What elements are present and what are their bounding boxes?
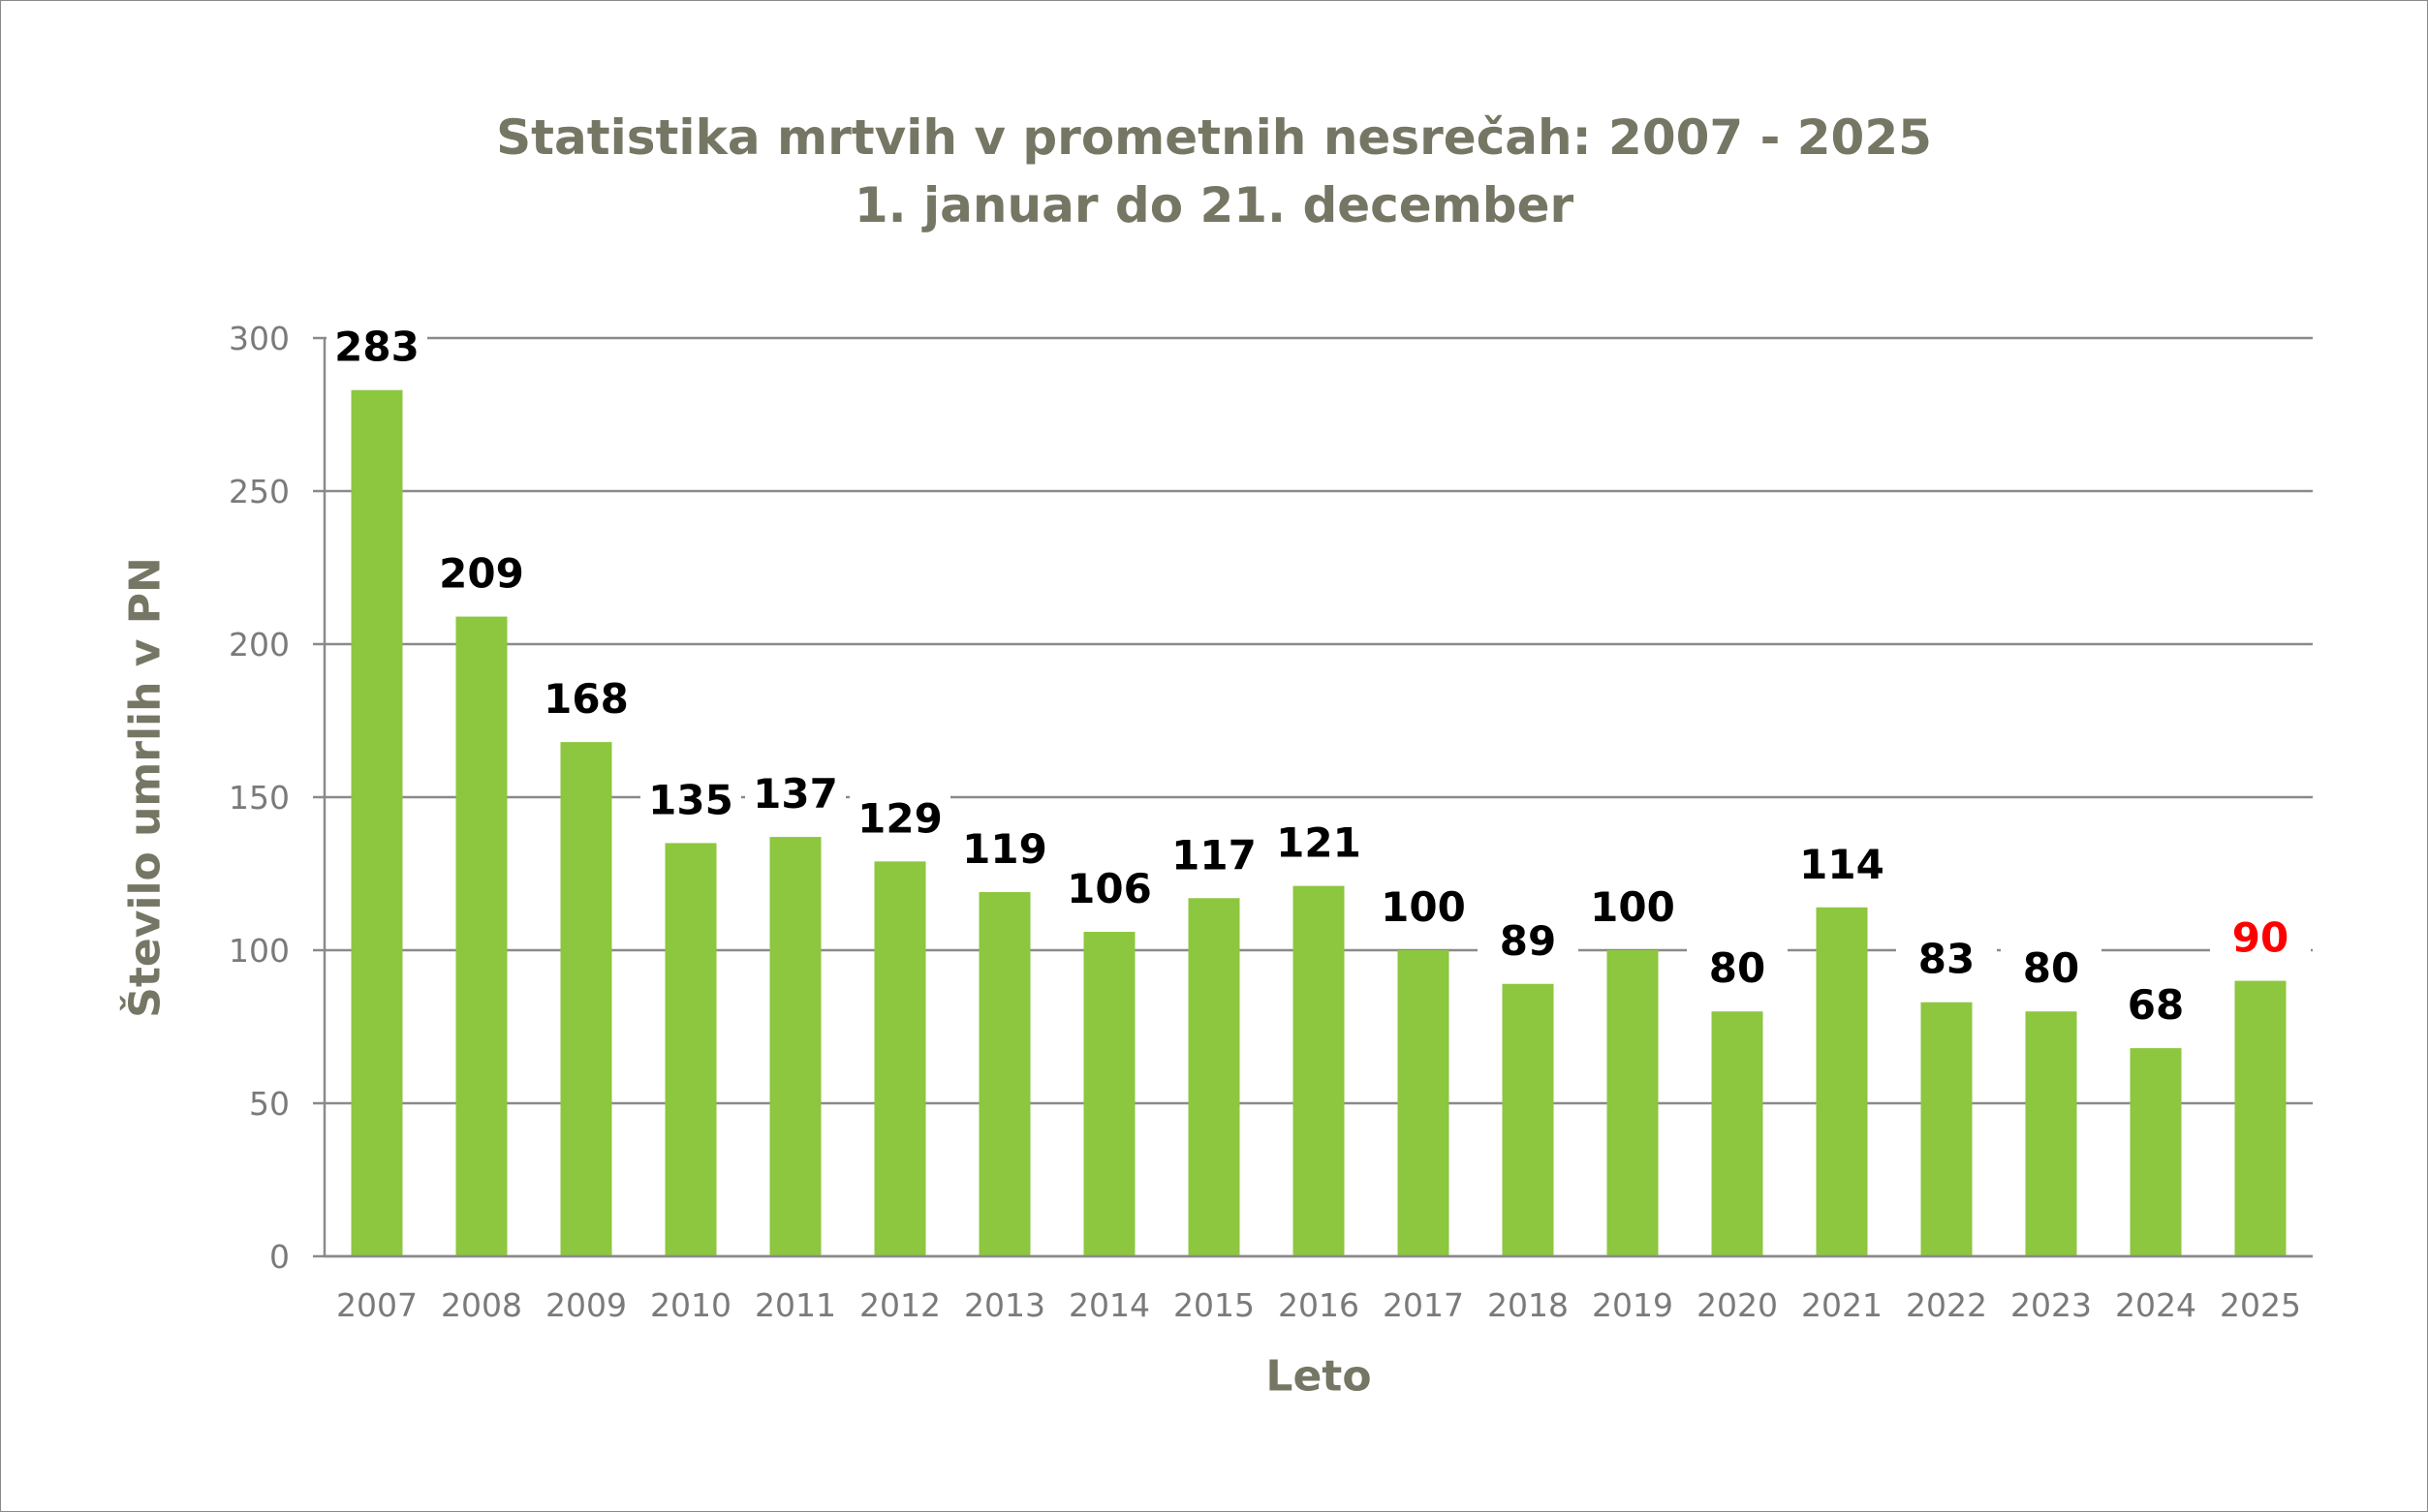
y-tick-label: 300 [229,320,290,357]
y-tick-label: 0 [269,1238,290,1276]
x-tick-label-2019: 2019 [1592,1286,1673,1324]
x-tick-label-2014: 2014 [1069,1286,1150,1324]
chart-title: Statistika mrtvih v prometnih nesrečah: … [496,109,1932,166]
y-tick-label: 50 [249,1085,290,1123]
data-label-2017: 100 [1381,883,1466,931]
x-tick-label-2015: 2015 [1173,1286,1255,1324]
x-tick-label-2016: 2016 [1278,1286,1359,1324]
y-tick-label: 100 [229,932,290,970]
data-label-2014: 106 [1067,865,1152,912]
data-label-background [327,320,427,365]
data-label-background [1582,880,1683,925]
data-label-background [431,546,532,592]
bar-2010 [665,843,717,1256]
data-label-2012: 129 [857,794,943,842]
data-label-background [640,773,741,818]
data-label-background [1164,828,1264,874]
data-label-2015: 117 [1171,831,1257,879]
y-axis-label: Število umrlih v PN [120,557,171,1018]
data-label-background [1896,932,1997,977]
bar-2008 [455,616,508,1256]
x-tick-label-2013: 2013 [964,1286,1045,1324]
bar-2011 [769,837,822,1256]
data-label-2019: 100 [1590,883,1675,931]
data-label-2008: 209 [439,550,524,598]
x-tick-label-2021: 2021 [1801,1286,1883,1324]
x-tick-label-2009: 2009 [545,1286,627,1324]
data-label-background [536,672,637,718]
x-tick-label-2024: 2024 [2115,1286,2196,1324]
data-label-2007: 283 [334,324,420,371]
x-tick-label-2022: 2022 [1906,1286,1987,1324]
x-tick-label-2020: 2020 [1696,1286,1778,1324]
data-label-background [954,821,1055,867]
x-tick-label-2011: 2011 [755,1286,836,1324]
data-label-2020: 80 [1709,944,1765,992]
bar-2020 [1711,1011,1763,1256]
x-tick-label-2023: 2023 [2010,1286,2092,1324]
bar-2024 [2130,1048,2182,1256]
data-label-background [1791,837,1892,882]
x-axis-label: Leto [1265,1351,1372,1402]
y-tick-label: 200 [229,626,290,663]
x-tick-label-2017: 2017 [1383,1286,1464,1324]
data-label-2024: 68 [2128,981,2184,1029]
data-label-2011: 137 [753,770,838,818]
data-label-2016: 121 [1276,819,1361,867]
x-tick-label-2007: 2007 [336,1286,418,1324]
data-label-background [2210,910,2311,956]
data-label-background [2105,978,2206,1024]
data-label-2009: 168 [544,675,629,723]
bar-2016 [1292,885,1345,1256]
bar-2021 [1816,907,1868,1256]
y-tick-label: 150 [229,779,290,817]
data-label-2021: 114 [1799,841,1884,888]
data-label-2022: 83 [1918,936,1975,983]
x-tick-label-2025: 2025 [2220,1286,2301,1324]
bar-2014 [1083,932,1136,1256]
data-label-background [850,791,950,837]
x-tick-label-2008: 2008 [441,1286,522,1324]
bar-2017 [1397,950,1449,1256]
data-label-2025: 90 [2232,914,2288,962]
bar-2025 [2234,980,2287,1256]
bar-2007 [351,389,403,1257]
data-label-2010: 135 [648,776,733,823]
bar-2019 [1606,950,1659,1256]
bar-2022 [1920,1002,1973,1256]
data-label-background [1687,941,1788,987]
bar-2012 [874,861,926,1256]
y-tick-label: 250 [229,473,290,510]
x-tick-label-2018: 2018 [1487,1286,1569,1324]
data-label-background [1059,862,1160,908]
x-tick-label-2012: 2012 [859,1286,941,1324]
bar-2015 [1188,898,1240,1256]
bar-2018 [1502,983,1554,1256]
x-tick-label-2010: 2010 [650,1286,732,1324]
data-label-background [1268,816,1369,861]
data-label-2013: 119 [962,825,1047,873]
bar-2013 [979,891,1031,1256]
chart-subtitle: 1. januar do 21. december [854,177,1574,233]
data-label-background [1373,880,1474,925]
data-label-background [1478,913,1578,959]
data-label-background [745,767,846,813]
data-label-2023: 80 [2023,944,2079,992]
data-label-2018: 89 [1500,917,1556,965]
bar-2009 [560,742,612,1256]
bar-2023 [2025,1011,2077,1256]
data-label-background [2001,941,2101,987]
